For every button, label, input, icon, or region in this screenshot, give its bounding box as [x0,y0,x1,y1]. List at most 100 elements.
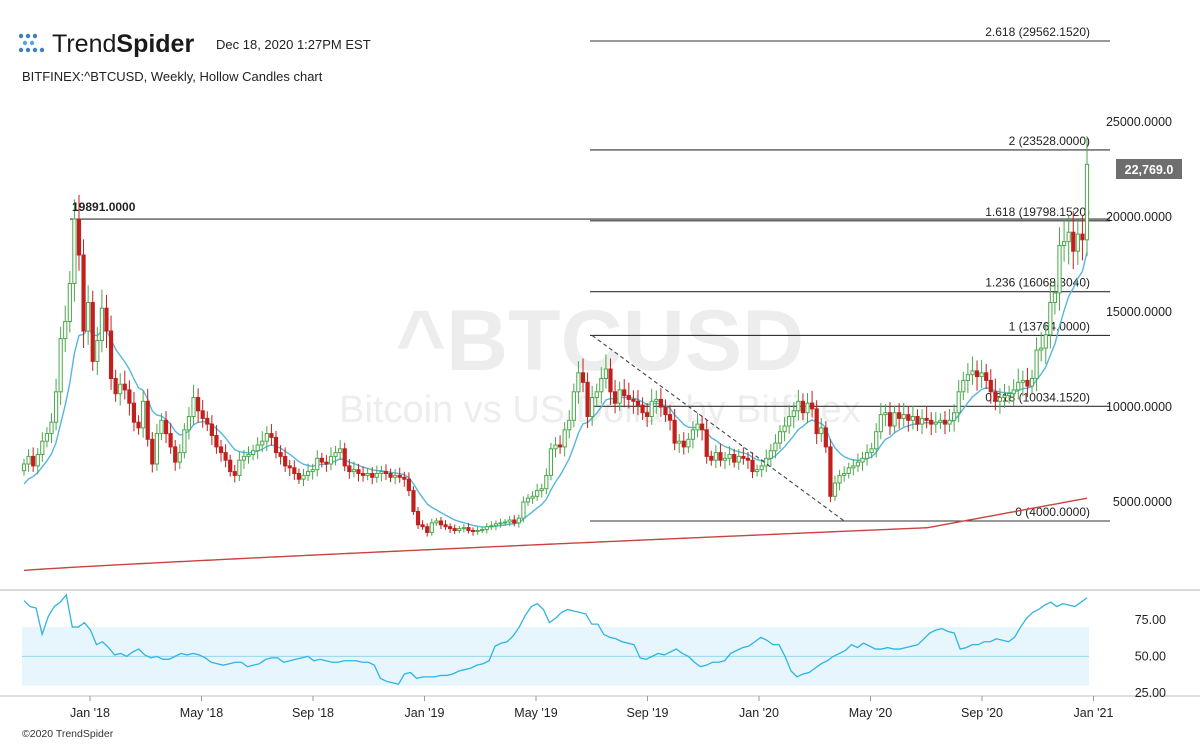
candle [580,358,586,393]
candle [218,439,224,462]
candle [393,469,398,485]
candle [919,409,925,435]
fib-label: 1.618 (19798.1520) [985,205,1090,219]
candle [502,518,508,526]
candle [122,370,127,400]
candle [53,378,59,431]
chart-subtitle: BITFINEX:^BTCUSD, Weekly, Hollow Candles… [22,69,323,84]
candle [31,447,36,472]
candle [99,289,104,353]
candle [493,520,499,531]
candle [49,413,54,444]
rsi-tick-label: 25.00 [1135,686,1166,700]
candle [654,390,659,414]
candle [434,517,439,526]
candle [796,389,801,421]
candle [1002,383,1007,408]
candle [938,413,943,430]
spider-logo-icon [18,33,45,53]
candle [283,447,288,472]
candle [269,424,274,446]
candle [301,469,306,487]
candle [842,466,847,482]
fibonacci-levels: 2.618 (29562.1520) 2 (23528.0000) 1.618 (1… [70,25,1110,522]
candle [420,520,425,530]
candle [21,458,27,476]
candle [191,384,196,425]
candle [182,423,187,459]
candle [645,403,650,427]
copyright: ©2020 TrendSpider [22,728,114,740]
candle [402,471,407,487]
candle [113,369,118,402]
candle [979,359,984,389]
candle [686,432,691,453]
candle [883,404,888,427]
candle [961,371,966,401]
candle [704,420,709,464]
candle [512,515,517,527]
candle [347,459,352,479]
candle [498,518,503,528]
candle [929,412,934,436]
candle [333,445,338,466]
candle [640,397,645,421]
candle [571,383,576,428]
candle [76,194,82,271]
candle [315,450,320,477]
candle [86,285,91,345]
candle [631,390,636,414]
candle [768,443,773,468]
candle [535,483,540,501]
candle [379,465,384,482]
candle [585,372,590,429]
candle [310,463,315,480]
candle [869,442,874,459]
candle [809,390,815,418]
candle [200,400,205,428]
candle [782,417,787,442]
candle [548,442,554,481]
candle [984,363,989,390]
candle [1061,218,1067,262]
x-tick-label: Sep '18 [292,706,334,720]
candle [672,408,677,451]
fast-ma-line [23,251,1088,528]
candle [892,405,897,433]
candle [828,439,833,503]
y-tick-label: 15000.0000 [1106,305,1172,319]
candle [910,406,915,430]
candle [539,483,544,498]
candle [1007,385,1012,404]
candle [722,451,728,469]
candle [626,382,631,409]
candle [241,449,247,469]
candle [1048,285,1053,349]
candle [250,444,256,461]
candle [370,467,375,485]
rsi-tick-label: 75.00 [1135,613,1166,627]
candle [438,517,444,529]
candle [104,294,109,349]
peak-label: 19891.0000 [72,200,136,214]
candle [567,410,572,439]
candle [1084,136,1090,257]
x-tick-label: May '18 [180,706,223,720]
candle [530,491,535,504]
candle [1039,332,1044,362]
candle [933,412,938,434]
candle [773,434,778,459]
candle [1020,370,1025,397]
candle [108,315,114,390]
candle [791,402,796,429]
candle [952,404,957,432]
candle [553,437,558,458]
candle [1025,367,1030,398]
candle [603,354,609,389]
candle [1066,215,1071,265]
candle [127,380,132,416]
current-price-label: 22,769.0 [1125,163,1174,177]
candle [1011,379,1016,406]
candle [700,416,705,441]
candle [429,518,434,536]
